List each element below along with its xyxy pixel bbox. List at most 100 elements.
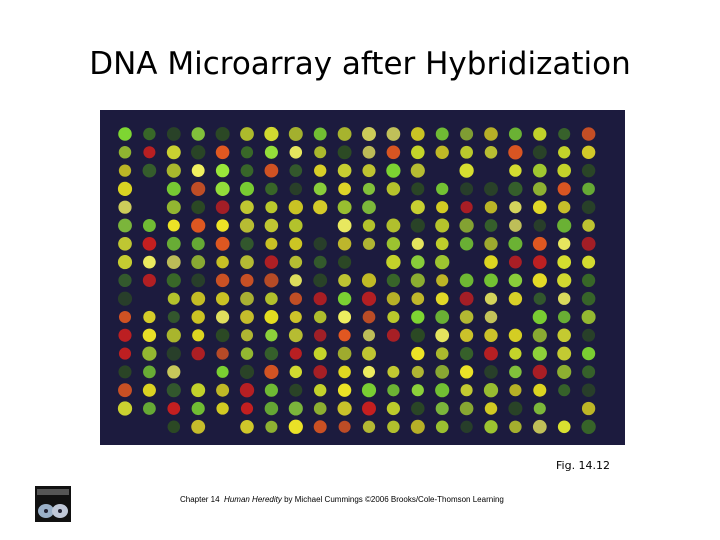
array-spot bbox=[288, 328, 303, 343]
array-spot bbox=[386, 273, 401, 288]
array-spot bbox=[166, 383, 181, 398]
figure-caption: Fig. 14.12 bbox=[556, 459, 611, 472]
array-spot bbox=[314, 384, 327, 397]
array-spot bbox=[191, 291, 206, 306]
array-spot bbox=[532, 200, 547, 215]
array-spot bbox=[338, 310, 352, 324]
array-spot bbox=[484, 328, 498, 342]
array-spot bbox=[386, 163, 401, 178]
array-spot bbox=[240, 291, 254, 306]
array-spot bbox=[337, 346, 352, 361]
array-spot bbox=[387, 310, 400, 324]
array-spot bbox=[582, 328, 596, 342]
array-spot bbox=[362, 401, 376, 416]
array-spot bbox=[557, 255, 572, 269]
array-spot bbox=[264, 383, 278, 397]
array-spot bbox=[337, 401, 352, 416]
array-spot bbox=[118, 365, 132, 379]
array-spot bbox=[362, 127, 376, 141]
array-spot bbox=[362, 200, 376, 215]
array-spot bbox=[532, 364, 547, 380]
array-spot bbox=[533, 127, 547, 141]
array-spot bbox=[581, 309, 596, 325]
array-spot bbox=[338, 182, 351, 196]
array-spot bbox=[362, 219, 376, 232]
array-spot bbox=[191, 145, 206, 160]
array-spot bbox=[484, 292, 498, 305]
slide-title: DNA Microarray after Hybridization bbox=[89, 46, 631, 82]
array-spot bbox=[265, 420, 278, 433]
array-spot bbox=[216, 255, 229, 269]
array-spot bbox=[581, 145, 596, 160]
array-spot bbox=[118, 200, 132, 214]
array-spot bbox=[143, 146, 156, 159]
array-spot bbox=[533, 402, 546, 415]
array-spot bbox=[435, 218, 450, 233]
array-spot bbox=[118, 218, 132, 233]
array-spot bbox=[289, 365, 303, 379]
array-spot bbox=[582, 255, 596, 269]
array-spot bbox=[142, 163, 157, 178]
array-spot bbox=[216, 383, 230, 397]
array-spot bbox=[265, 292, 278, 306]
array-spot bbox=[509, 384, 522, 397]
array-spot bbox=[558, 201, 571, 214]
array-spot bbox=[361, 291, 377, 306]
array-spot bbox=[460, 145, 473, 159]
array-spot bbox=[484, 237, 498, 251]
array-spot bbox=[533, 219, 547, 232]
array-spot bbox=[410, 163, 425, 178]
array-spot bbox=[191, 218, 206, 233]
array-spot bbox=[289, 218, 303, 233]
array-spot bbox=[410, 127, 425, 141]
array-spot bbox=[436, 201, 449, 214]
array-spot bbox=[338, 273, 352, 287]
array-spot bbox=[484, 346, 498, 361]
array-spot bbox=[240, 127, 254, 141]
array-spot bbox=[118, 347, 132, 360]
array-spot bbox=[509, 201, 522, 214]
array-spot bbox=[386, 292, 401, 306]
array-spot bbox=[313, 347, 327, 361]
array-spot bbox=[216, 219, 229, 232]
array-spot bbox=[289, 347, 302, 360]
array-spot bbox=[435, 127, 449, 141]
array-spot bbox=[532, 328, 547, 343]
array-spot bbox=[240, 420, 254, 434]
array-spot bbox=[142, 328, 157, 343]
array-spot bbox=[143, 255, 156, 269]
array-spot bbox=[338, 420, 351, 433]
array-spot bbox=[460, 384, 473, 397]
array-spot bbox=[508, 127, 522, 141]
array-spot bbox=[143, 365, 156, 379]
array-spot bbox=[215, 273, 230, 288]
array-spot bbox=[532, 309, 547, 325]
array-spot bbox=[387, 384, 400, 397]
array-spot bbox=[314, 146, 327, 159]
array-spot bbox=[411, 346, 425, 361]
array-spot bbox=[166, 255, 181, 269]
array-spot bbox=[435, 310, 450, 324]
array-spot bbox=[239, 383, 255, 398]
array-spot bbox=[143, 402, 156, 415]
array-spot bbox=[435, 237, 449, 251]
credit: by Michael Cummings ©2006 Brooks/Cole-Th… bbox=[284, 495, 504, 504]
array-spot bbox=[411, 384, 424, 397]
chapter: Chapter 14 bbox=[180, 495, 220, 504]
array-spot bbox=[509, 365, 522, 379]
array-spot bbox=[338, 255, 352, 269]
array-spot bbox=[557, 163, 572, 178]
array-spot bbox=[191, 401, 205, 416]
array-spot bbox=[411, 401, 425, 416]
array-spot bbox=[166, 163, 181, 178]
array-spot bbox=[118, 146, 132, 159]
array-spot bbox=[240, 255, 254, 269]
array-spot bbox=[508, 255, 522, 269]
array-spot bbox=[557, 346, 572, 361]
array-spot bbox=[191, 200, 206, 215]
array-spot bbox=[118, 236, 132, 251]
array-spot bbox=[313, 182, 327, 196]
array-spot bbox=[386, 182, 401, 196]
array-spot bbox=[166, 200, 181, 215]
array-spot bbox=[558, 127, 571, 141]
